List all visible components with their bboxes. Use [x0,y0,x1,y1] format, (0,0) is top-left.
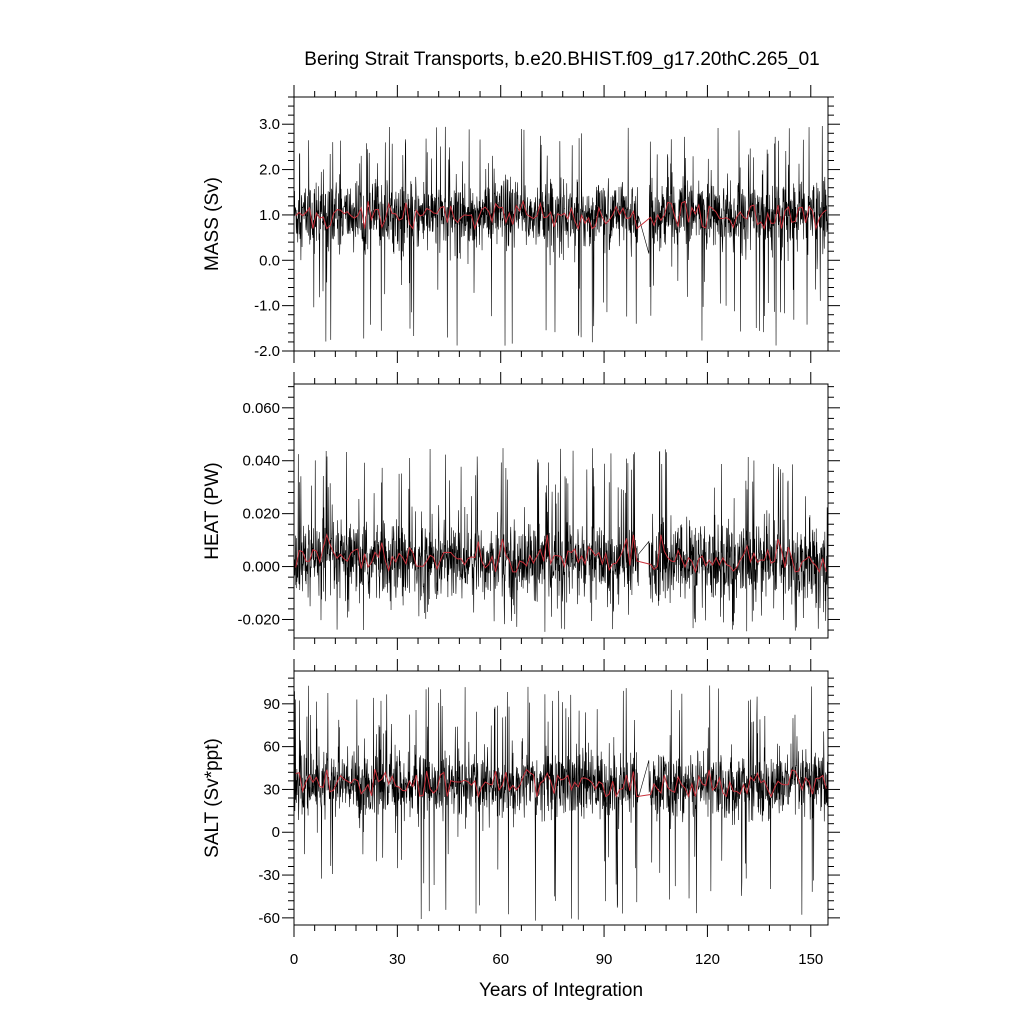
salt-monthly-series [294,685,828,921]
heat-annual-mean-series [295,533,827,574]
salt-y-tick-label: 60 [263,739,280,756]
x-tick-label: 60 [492,951,509,968]
salt-panel: -60 -30 0 30 60 90 SALT (Sv*ppt) 0 30 60 90 120 150 [202,659,840,968]
chart-title: Bering Strait Transports, b.e20.BHIST.f0… [304,49,819,70]
mass-y-tick-label: 3.0 [259,116,280,133]
salt-y-tick-label: -30 [258,867,280,884]
heat-plot-frame [293,383,829,639]
salt-y-tick-label: 0 [272,824,280,841]
mass-monthly-series [294,125,828,346]
heat-y-tick-label: 0.060 [242,400,280,417]
mass-y-tick-label: 1.0 [259,207,280,224]
mass-y-tick-label: 0.0 [259,252,280,269]
mass-y-axis-label: MASS (Sv) [202,177,223,271]
salt-y-tick-label: 90 [263,696,280,713]
mass-y-tick-label: 2.0 [259,162,280,179]
x-tick-label: 120 [695,951,720,968]
heat-y-tick-label: 0.020 [242,506,280,523]
x-tick-label: 150 [798,951,823,968]
mass-panel: -2.0 -1.0 0.0 1.0 2.0 3.0 MASS (Sv) [202,85,840,363]
x-tick-label: 30 [389,951,406,968]
heat-monthly-series [294,448,828,632]
mass-annual-mean-series [295,199,827,231]
salt-annual-mean-series [295,768,827,799]
heat-panel: -0.020 0.000 0.020 0.040 0.060 HEAT (PW) [202,372,840,650]
heat-y-tick-label: 0.040 [242,453,280,470]
heat-y-tick-label: 0.000 [242,559,280,576]
heat-y-tick-label: -0.020 [237,611,280,628]
x-tick-label: 0 [290,951,298,968]
salt-y-axis-label: SALT (Sv*ppt) [202,738,223,858]
salt-y-tick-label: 30 [263,781,280,798]
mass-y-tick-label: -1.0 [254,298,280,315]
x-tick-label: 90 [596,951,613,968]
mass-y-tick-label: -2.0 [254,343,280,360]
x-axis-label: Years of Integration [479,980,643,1001]
salt-y-tick-label: -60 [258,910,280,927]
heat-y-axis-label: HEAT (PW) [202,462,223,559]
